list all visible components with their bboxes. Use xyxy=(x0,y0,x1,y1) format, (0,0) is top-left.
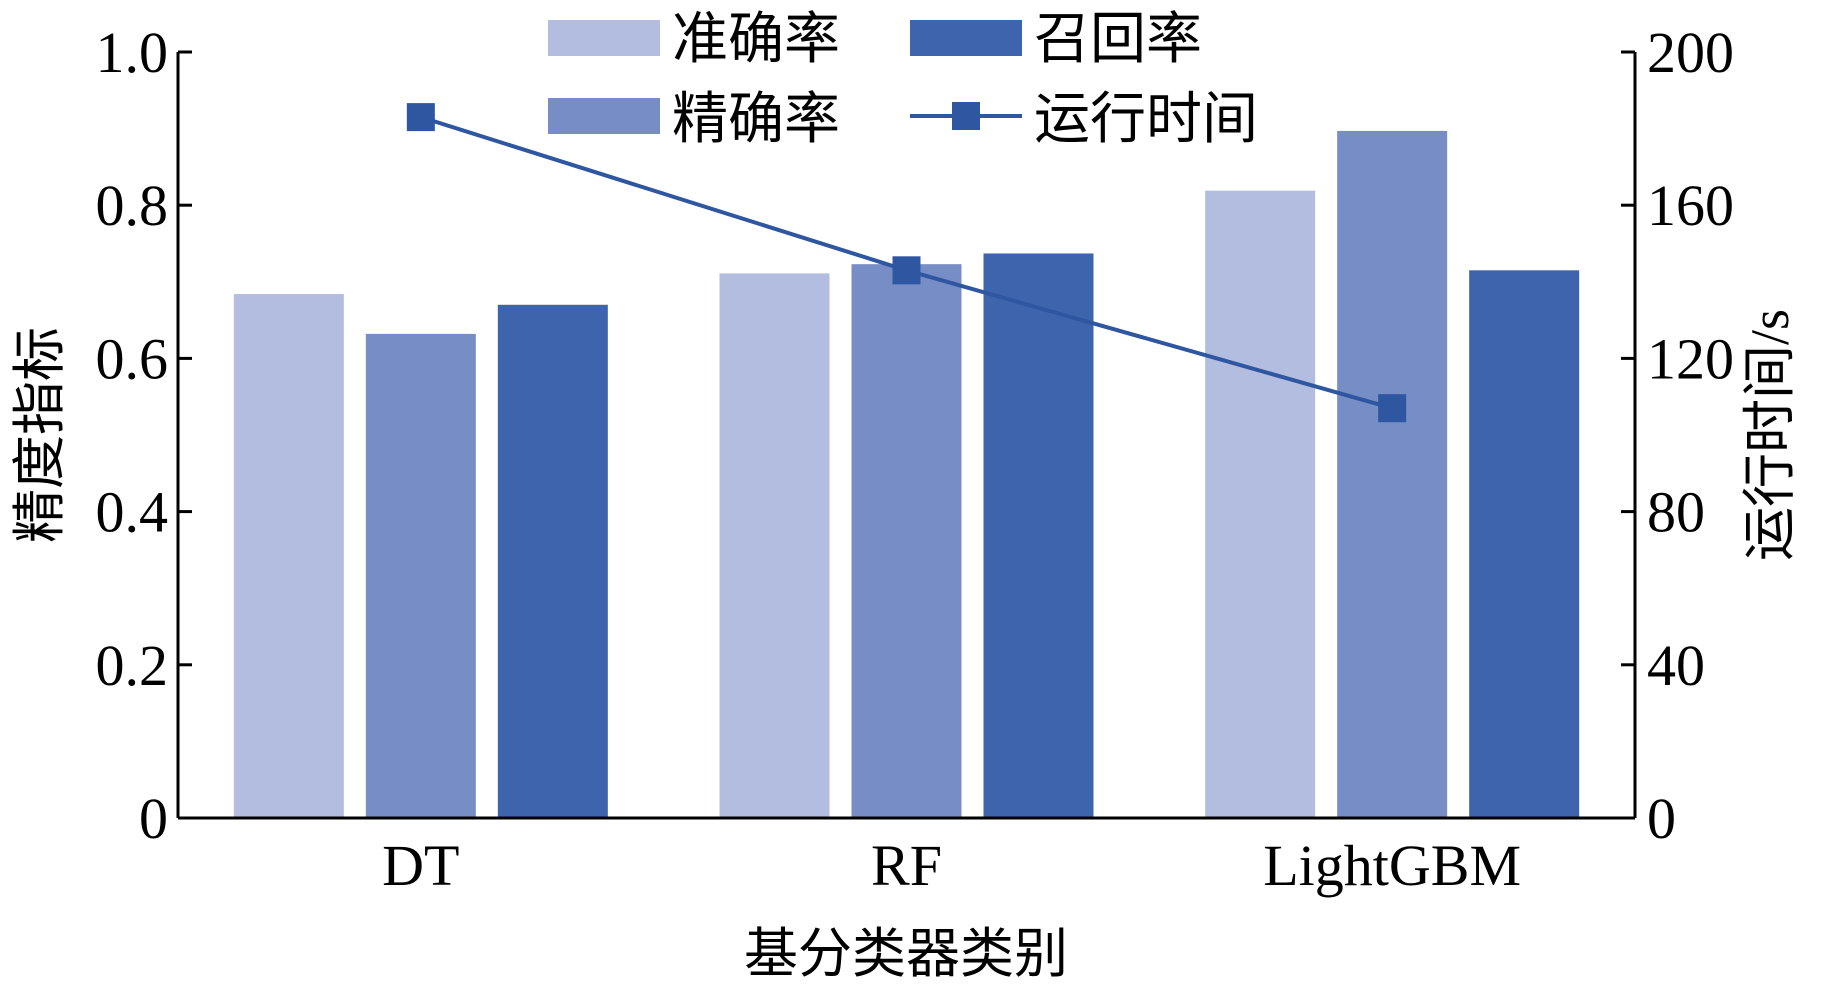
left-ticks: 0 0.2 0.4 0.6 0.8 1.0 xyxy=(96,20,192,851)
y-axis-right-title: 运行时间/s xyxy=(1740,309,1800,561)
legend-label-runtime: 运行时间 xyxy=(1034,89,1258,151)
bar-recall-rf xyxy=(983,253,1094,818)
right-tick-label: 80 xyxy=(1647,480,1705,545)
left-tick-label: 0.8 xyxy=(96,173,169,238)
line-series xyxy=(406,103,1407,423)
bar-accuracy-lightgbm xyxy=(1205,190,1316,818)
y-axis-title: 精度指标 xyxy=(10,327,70,543)
left-tick-label: 0 xyxy=(139,786,168,851)
bar-accuracy-rf xyxy=(719,273,830,818)
category-labels: DT RF LightGBM xyxy=(382,833,1521,898)
right-tick-label: 120 xyxy=(1647,326,1734,391)
legend-swatch-accuracy xyxy=(548,20,660,56)
left-tick-label: 0.2 xyxy=(96,633,169,698)
right-tick-label: 160 xyxy=(1647,173,1734,238)
legend-marker-runtime xyxy=(952,102,980,130)
legend-swatch-precision xyxy=(548,98,660,134)
legend: 准确率 召回率 精确率 运行时间 xyxy=(548,9,1258,151)
bar-precision-dt xyxy=(365,333,476,818)
left-tick-label: 1.0 xyxy=(96,20,169,85)
runtime-marker-rf xyxy=(892,256,921,285)
legend-swatch-recall xyxy=(910,20,1022,56)
right-tick-label: 200 xyxy=(1647,20,1734,85)
bar-recall-lightgbm xyxy=(1469,270,1580,818)
bar-recall-dt xyxy=(497,304,608,818)
category-label-dt: DT xyxy=(382,833,459,898)
bar-accuracy-dt xyxy=(233,294,344,818)
bar-group xyxy=(233,130,1580,818)
bar-precision-rf xyxy=(851,264,962,818)
x-axis-title: 基分类器类别 xyxy=(744,924,1068,984)
legend-label-recall: 召回率 xyxy=(1034,9,1202,71)
right-tick-label: 0 xyxy=(1647,786,1676,851)
legend-label-accuracy: 准确率 xyxy=(672,9,840,71)
left-tick-label: 0.4 xyxy=(96,480,169,545)
legend-label-precision: 精确率 xyxy=(672,89,840,151)
category-label-lightgbm: LightGBM xyxy=(1263,833,1521,898)
right-tick-label: 40 xyxy=(1647,633,1705,698)
bar-precision-lightgbm xyxy=(1337,130,1448,818)
left-tick-label: 0.6 xyxy=(96,326,169,391)
runtime-marker-lightgbm xyxy=(1378,394,1407,423)
category-label-rf: RF xyxy=(871,833,942,898)
right-ticks: 0 40 80 120 160 200 xyxy=(1621,20,1734,851)
runtime-marker-dt xyxy=(406,103,435,132)
